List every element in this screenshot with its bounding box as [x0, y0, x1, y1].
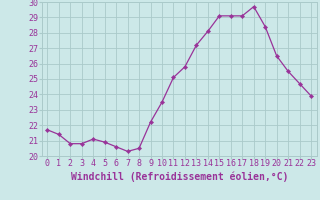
X-axis label: Windchill (Refroidissement éolien,°C): Windchill (Refroidissement éolien,°C)	[70, 171, 288, 182]
